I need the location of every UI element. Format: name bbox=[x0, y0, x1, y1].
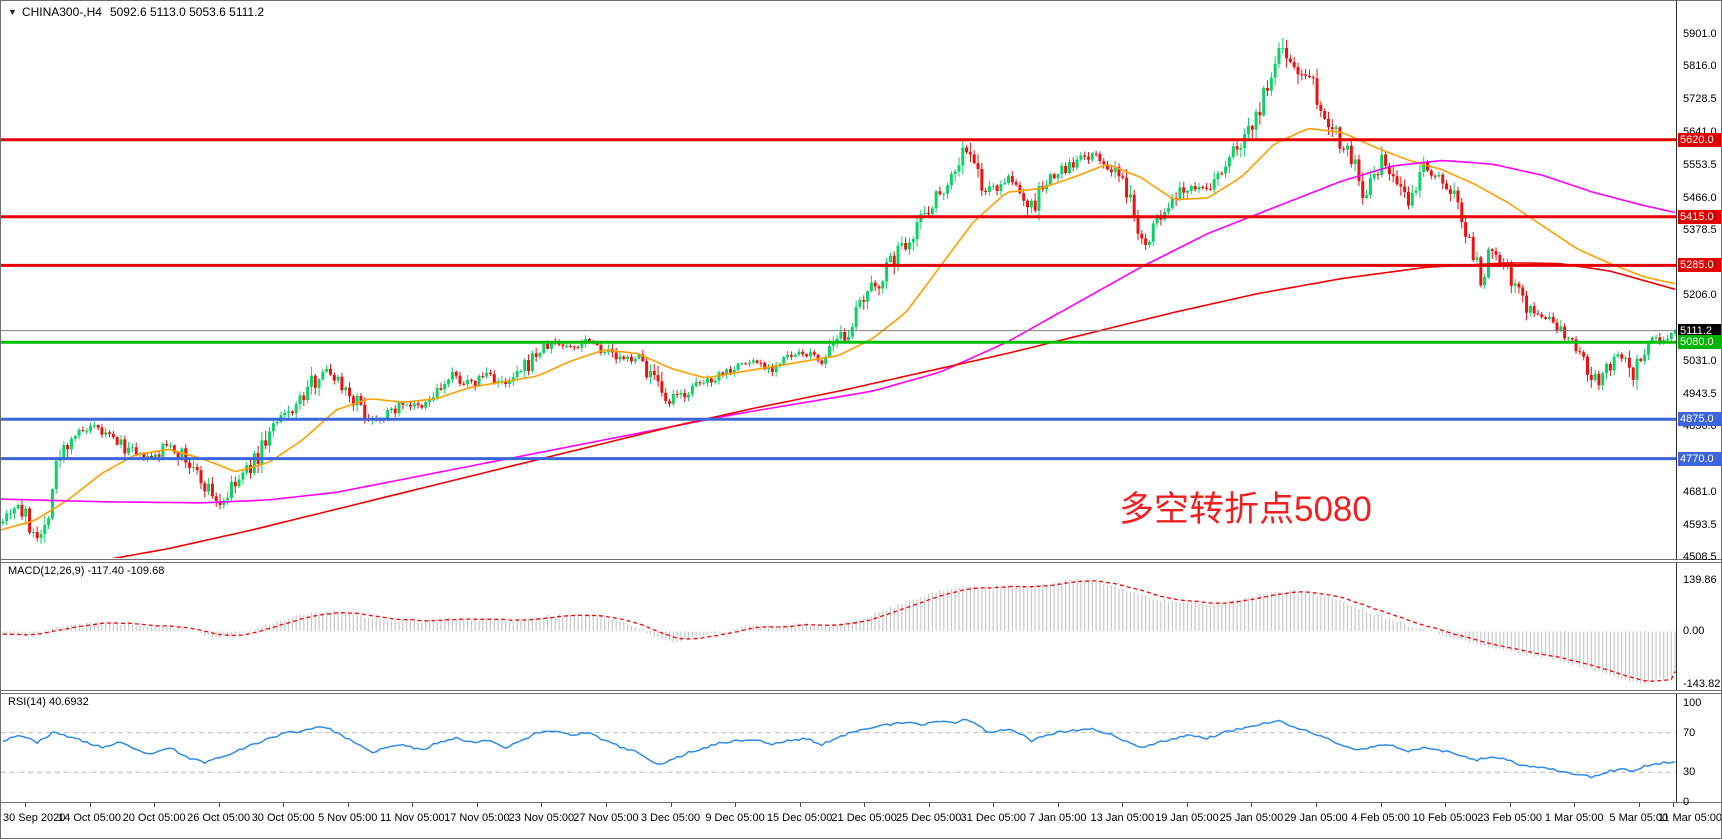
time-axis-tick bbox=[541, 803, 543, 807]
price-badge: 5080.0 bbox=[1678, 335, 1721, 350]
time-axis-label: 3 Dec 05:00 bbox=[640, 812, 701, 824]
time-axis-label: 26 Oct 05:00 bbox=[187, 812, 251, 824]
price-tick-label: 4681.0 bbox=[1683, 485, 1717, 498]
time-axis-tick bbox=[1445, 803, 1447, 807]
chart-ohlc-values: 5092.6 5113.0 5053.6 5111.2 bbox=[109, 5, 265, 19]
price-axis[interactable]: 5901.05816.05728.55641.05553.55466.05378… bbox=[1676, 1, 1721, 563]
macd-tick-label: 139.86 bbox=[1683, 573, 1717, 586]
price-tick-label: 4508.5 bbox=[1683, 550, 1717, 563]
time-axis-tick bbox=[1638, 803, 1640, 807]
time-axis-label: 11 Mar 05:00 bbox=[1657, 812, 1722, 824]
time-axis-label: 31 Dec 05:00 bbox=[960, 812, 1026, 824]
time-axis-tick bbox=[735, 803, 737, 807]
time-axis-label: 1 Mar 05:00 bbox=[1544, 812, 1604, 824]
time-axis-label: 19 Jan 05:00 bbox=[1155, 812, 1219, 824]
time-axis[interactable]: 30 Sep 2020 14 Oct 05:00 20 Oct 05:00 26 Oc… bbox=[1, 803, 1722, 838]
chart-annotation-text: 多空转折点5080 bbox=[1119, 490, 1372, 529]
time-axis-label: 30 Sep 2020 bbox=[3, 812, 66, 824]
time-axis-tick bbox=[218, 803, 220, 807]
rsi-tick-label: 30 bbox=[1683, 766, 1696, 779]
time-axis-label: 25 Jan 05:00 bbox=[1219, 812, 1284, 824]
rsi-axis[interactable]: 100 70 30 0 bbox=[1676, 694, 1721, 808]
time-axis-label: 5 Nov 05:00 bbox=[318, 812, 378, 824]
price-tick-label: 5206.0 bbox=[1683, 289, 1717, 302]
time-axis-label: 30 Oct 05:00 bbox=[251, 812, 315, 824]
price-badge: 5111.2 bbox=[1678, 323, 1721, 338]
time-axis-tick bbox=[1509, 803, 1511, 807]
symbol-marker-icon: ▼ bbox=[8, 7, 17, 17]
time-axis-label: 23 Nov 05:00 bbox=[508, 812, 575, 824]
time-axis-tick bbox=[412, 803, 414, 807]
time-axis-label: 25 Dec 05:00 bbox=[895, 812, 962, 824]
macd-axis[interactable]: 139.86 0.00 -143.82 bbox=[1676, 563, 1721, 691]
time-axis-label: 21 Dec 05:00 bbox=[831, 812, 897, 824]
time-axis-tick bbox=[670, 803, 672, 807]
time-axis-label: 13 Jan 05:00 bbox=[1090, 812, 1155, 824]
time-axis-tick bbox=[605, 803, 607, 807]
time-axis-label: 14 Oct 05:00 bbox=[58, 812, 122, 824]
rsi-tick-label: 70 bbox=[1683, 726, 1696, 739]
time-axis-tick bbox=[864, 803, 866, 807]
time-axis-tick bbox=[89, 803, 91, 807]
rsi-canvas[interactable] bbox=[1, 694, 1677, 802]
price-tick-label: 5553.5 bbox=[1683, 158, 1717, 171]
time-axis-tick bbox=[1251, 803, 1253, 807]
time-axis-tick bbox=[476, 803, 478, 807]
time-axis-tick bbox=[1186, 803, 1188, 807]
price-badge: 4875.0 bbox=[1678, 412, 1721, 427]
price-tick-label: 4943.5 bbox=[1683, 387, 1717, 400]
time-axis-tick bbox=[1057, 803, 1059, 807]
rsi-indicator-label: RSI(14) 40.6932 bbox=[8, 696, 89, 708]
time-axis-tick bbox=[993, 803, 995, 807]
price-tick-label: 5816.0 bbox=[1683, 60, 1717, 73]
price-tick-label: 5378.5 bbox=[1683, 224, 1717, 237]
time-axis-label: 29 Jan 05:00 bbox=[1284, 812, 1348, 824]
rsi-panel: 100 70 30 0 RSI(14) 40.6932 bbox=[1, 693, 1721, 808]
macd-canvas[interactable] bbox=[1, 563, 1677, 690]
time-axis-tick bbox=[1673, 803, 1674, 807]
price-badge: 5620.0 bbox=[1678, 132, 1721, 147]
time-axis-tick bbox=[154, 803, 156, 807]
time-axis-label: 10 Feb 05:00 bbox=[1412, 812, 1478, 824]
time-axis-tick bbox=[1380, 803, 1382, 807]
price-tick-label: 5466.0 bbox=[1683, 191, 1717, 204]
time-axis-tick bbox=[799, 803, 801, 807]
time-axis-label: 7 Jan 05:00 bbox=[1029, 812, 1087, 824]
time-axis-tick bbox=[1122, 803, 1124, 807]
time-axis-label: 27 Nov 05:00 bbox=[573, 812, 639, 824]
macd-indicator-label: MACD(12,26,9) -117.40 -109.68 bbox=[8, 565, 165, 577]
time-axis-tick bbox=[283, 803, 285, 807]
chart-symbol-timeframe: CHINA300-,H4 bbox=[21, 5, 102, 19]
macd-tick-label: 0.00 bbox=[1683, 625, 1705, 638]
time-axis-tick bbox=[347, 803, 349, 807]
main-chart-panel: 5901.05816.05728.55641.05553.55466.05378… bbox=[1, 1, 1721, 563]
time-axis-label: 20 Oct 05:00 bbox=[122, 812, 186, 824]
price-tick-label: 4593.5 bbox=[1683, 518, 1717, 531]
time-axis-tick bbox=[1574, 803, 1576, 807]
rsi-tick-label: 0 bbox=[1683, 796, 1690, 808]
price-badge: 5415.0 bbox=[1678, 209, 1721, 224]
time-axis-tick bbox=[1316, 803, 1317, 807]
time-axis-label: 17 Nov 05:00 bbox=[444, 812, 510, 824]
time-axis-label: 23 Feb 05:00 bbox=[1477, 812, 1543, 824]
time-axis-tick bbox=[928, 803, 930, 807]
time-axis-label: 4 Feb 05:00 bbox=[1351, 812, 1410, 824]
main-chart-canvas[interactable] bbox=[1, 1, 1677, 558]
macd-tick-label: -143.82 bbox=[1683, 678, 1721, 691]
time-axis-label: 5 Mar 05:00 bbox=[1609, 812, 1669, 824]
rsi-tick-label: 100 bbox=[1683, 696, 1702, 709]
chart-title: ▼ CHINA300-,H4 5092.6 5113.0 5053.6 5111.2 bbox=[8, 5, 264, 19]
macd-panel: 139.86 0.00 -143.82 MACD(12,26,9) -117.40 … bbox=[1, 562, 1721, 691]
time-axis-label: 11 Nov 05:00 bbox=[379, 812, 445, 824]
time-axis-label: 15 Dec 05:00 bbox=[766, 812, 833, 824]
time-axis-tick bbox=[25, 803, 26, 807]
price-badge: 5285.0 bbox=[1678, 258, 1721, 273]
price-tick-label: 5901.0 bbox=[1683, 28, 1717, 41]
price-badge: 4770.0 bbox=[1678, 451, 1721, 466]
price-tick-label: 5031.0 bbox=[1683, 354, 1717, 367]
time-axis-label: 9 Dec 05:00 bbox=[705, 812, 765, 824]
price-tick-label: 5728.5 bbox=[1683, 93, 1717, 106]
